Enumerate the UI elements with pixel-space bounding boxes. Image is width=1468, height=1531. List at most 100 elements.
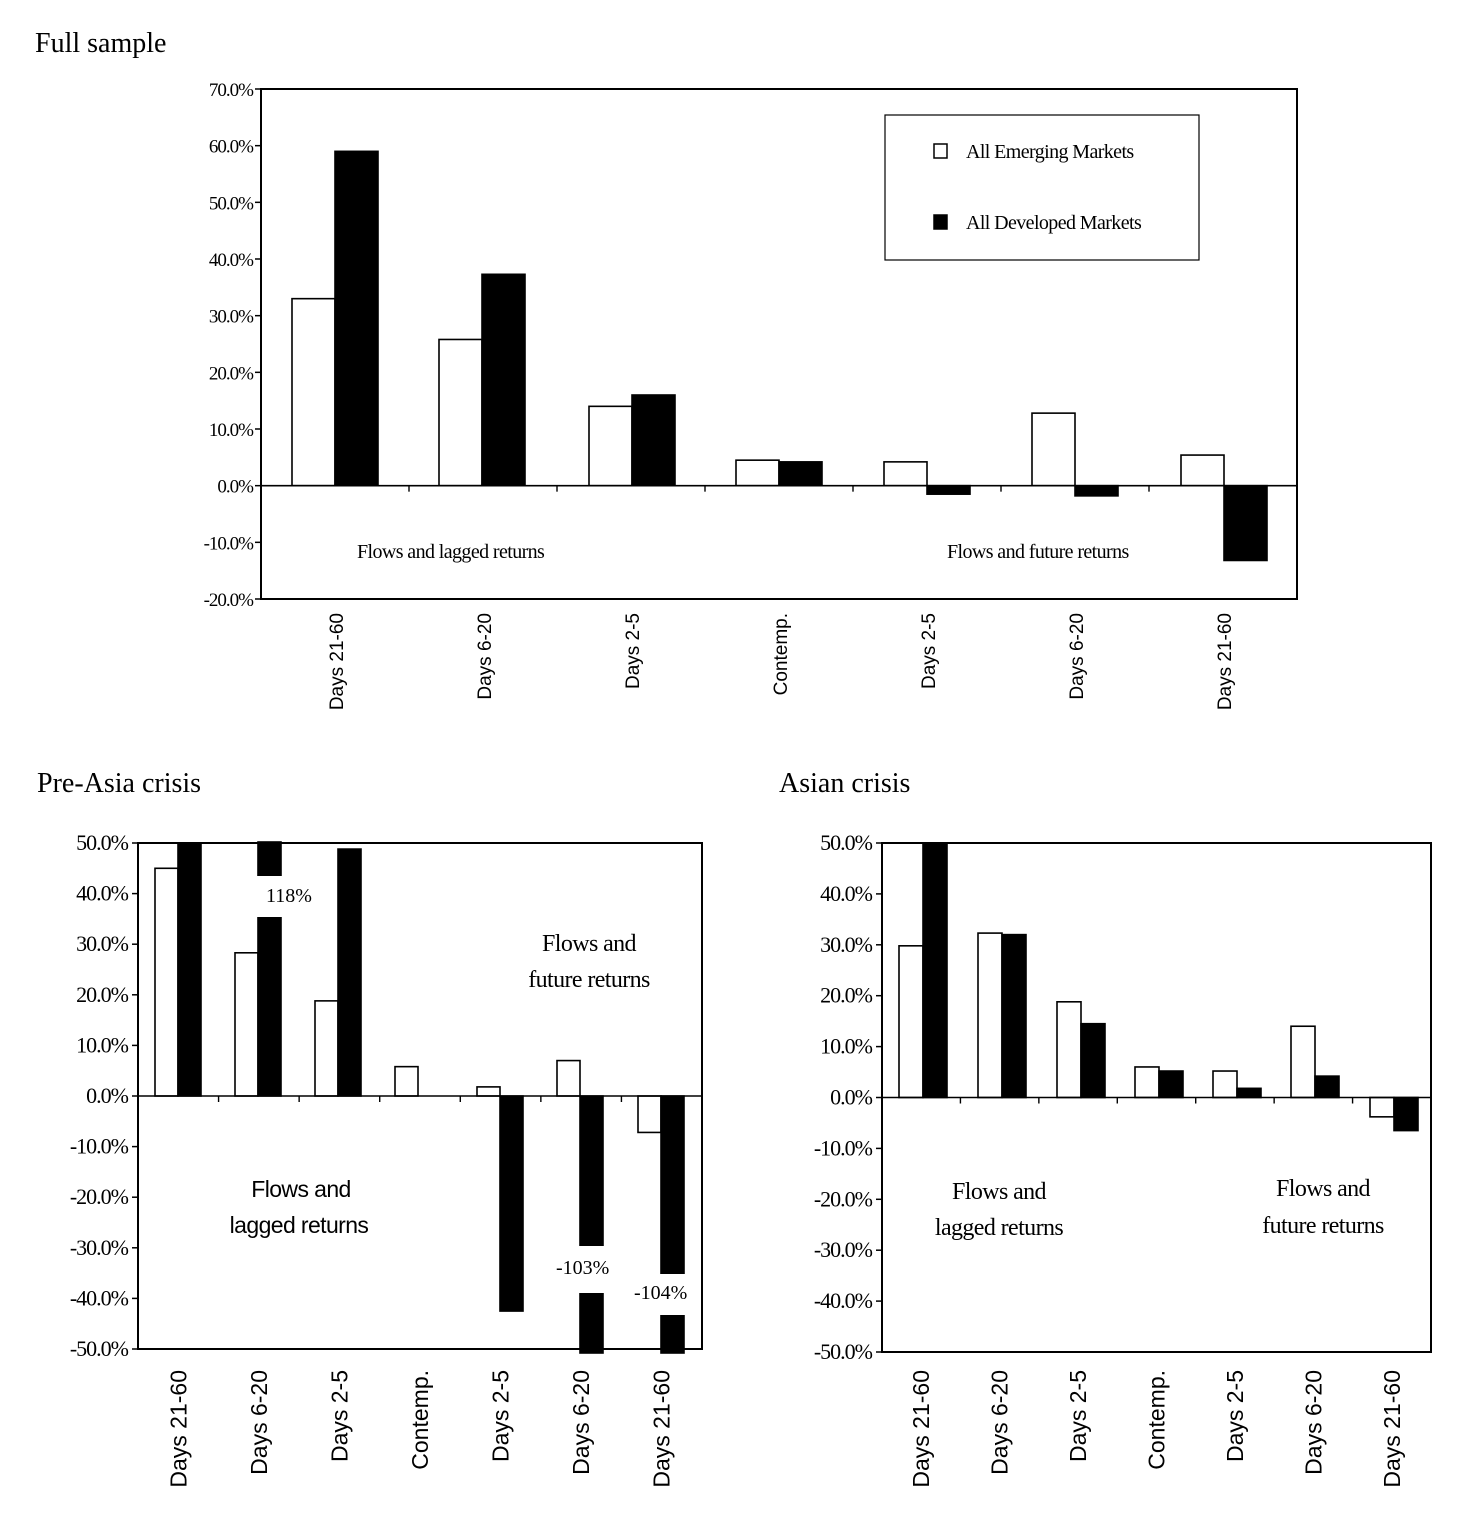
bar-developed [631,394,676,487]
category-label: Contemp. [407,1370,433,1470]
y-tick-label: 0.0% [86,1083,129,1108]
bar-emerging [438,338,483,487]
y-tick-label: -40.0% [814,1288,873,1313]
full-sample-categories: Days 21-60 Days 6-20 Days 2-5 Contemp. Days … [327,613,1236,710]
pre-asia-y-axis: -50.0% -40.0% -30.0% -20.0% -10.0% 0.0% 10.0% 2… [70,830,138,1361]
asian-crisis-y-axis: -50.0% -40.0% -30.0% -20.0% -10.0% 0.0% 10.0% 2… [814,830,882,1364]
bar-emerging [556,1059,581,1097]
y-tick-label: 30.0% [76,931,129,956]
y-tick-label: 20.0% [820,983,873,1008]
bar-developed [1074,484,1119,497]
annotation-future-returns: future returns [1262,1213,1384,1239]
y-tick-label: -50.0% [814,1339,873,1364]
category-label: Contemp. [771,613,792,695]
bar-developed [1001,933,1027,1099]
bar-emerging [1180,454,1225,487]
annotation-flows-and-lagged: Flows and [952,1179,1047,1205]
bar-emerging [977,932,1003,1099]
asian-crisis-categories: Days 21-60 Days 6-20 Days 2-5 Contemp. Days … [908,1370,1405,1488]
y-tick-label: 40.0% [76,881,129,906]
bar-developed [481,273,526,487]
pre-asia-overflow-markers: 118% -103% -104% [256,876,689,1315]
category-label: Days 21-60 [1215,613,1236,710]
y-tick-label: 30.0% [820,932,873,957]
y-tick-label: 60.0% [209,137,254,158]
bar-emerging [588,405,633,487]
full-sample-bars [291,150,1268,562]
legend-swatch-developed [933,214,948,230]
full-sample-title: Full sample [35,28,166,59]
bar-developed [922,842,948,1099]
overflow-label-118: 118% [266,885,312,907]
bar-emerging [1290,1025,1316,1099]
y-tick-label: 20.0% [76,982,129,1007]
asian-crisis-bars [898,842,1419,1132]
bar-developed [499,1095,524,1312]
category-label: Days 6-20 [568,1370,594,1475]
category-label: Days 21-60 [327,613,348,710]
bar-developed [778,461,823,487]
bar-emerging [394,1065,419,1097]
bar-developed [1393,1096,1419,1132]
legend-label-developed: All Developed Markets [966,212,1142,234]
annotation-flows-future: Flows and future returns [947,541,1129,563]
y-tick-label: 10.0% [820,1034,873,1059]
annotation-flows-lagged: Flows and lagged returns [357,541,545,563]
full-sample-plot-frame [260,88,1298,600]
y-tick-label: -10.0% [814,1135,873,1160]
asian-crisis-chart: Asian crisis -50.0% -40.0% -30.0% -20.0% -10… [779,768,1432,1488]
annotation-flows-and-future: Flows and [542,931,637,957]
annotation-flows-and-future: Flows and [1276,1176,1371,1202]
category-label: Days 2-5 [623,613,644,689]
category-label: Days 2-5 [919,613,940,689]
full-sample-y-axis: -20.0% -10.0% 0.0% 10.0% 20.0% 30.0% 40.0% 50.0… [204,80,261,611]
bar-developed [579,1095,604,1354]
break-gap-days-6-20-lagged [256,876,284,917]
y-tick-label: 0.0% [217,477,254,498]
category-label: Days 6-20 [246,1370,272,1475]
bar-emerging [883,461,928,487]
bar-emerging [1031,412,1076,487]
category-label: Days 2-5 [1222,1370,1248,1462]
category-label: Days 2-5 [1065,1370,1091,1462]
legend-label-emerging: All Emerging Markets [966,141,1134,163]
bar-emerging [154,867,179,1097]
break-gap-days-6-20-future [578,1246,608,1293]
overflow-label-neg103: -103% [556,1257,609,1279]
bar-developed [177,842,202,1097]
asian-crisis-title: Asian crisis [779,768,910,799]
bar-emerging [314,1000,339,1097]
bar-developed [334,150,379,487]
annotation-lagged-returns: lagged returns [230,1212,369,1238]
bar-emerging [291,297,336,487]
y-tick-label: 40.0% [209,250,254,271]
pre-asia-x-axis [138,1095,702,1102]
bar-emerging [637,1095,662,1134]
y-tick-label: -30.0% [70,1235,129,1260]
pre-asia-crisis-chart: Pre-Asia crisis -50.0% -40.0% -30.0% -20.0%… [37,768,703,1488]
category-label: Days 2-5 [488,1370,514,1462]
annotation-flows-and-lagged: Flows and [251,1176,350,1202]
annotation-future-returns: future returns [528,967,650,993]
y-tick-label: 10.0% [209,420,254,441]
category-label: Days 21-60 [1379,1370,1405,1488]
annotation-lagged-returns: lagged returns [935,1215,1063,1241]
category-label: Days 2-5 [326,1370,352,1462]
y-tick-label: -20.0% [70,1184,129,1209]
bar-emerging [1212,1070,1238,1099]
category-label: Days 21-60 [165,1370,191,1488]
y-tick-label: -10.0% [204,533,255,554]
y-tick-label: 10.0% [76,1032,129,1057]
full-sample-legend: All Emerging Markets All Developed Marke… [884,114,1200,261]
category-label: Contemp. [1144,1370,1170,1470]
y-tick-label: -20.0% [814,1186,873,1211]
break-gap-days-21-60-future [659,1274,689,1315]
full-sample-chart: Full sample -20.0% -10.0% 0.0% 10.0% 20.0% 30… [35,28,1298,710]
bar-developed [337,848,362,1097]
bar-developed [1158,1070,1184,1099]
y-tick-label: 70.0% [209,80,254,101]
bar-emerging [898,945,924,1099]
y-tick-label: -30.0% [814,1237,873,1262]
pre-asia-crisis-title: Pre-Asia crisis [37,768,201,799]
overflow-label-neg104: -104% [634,1282,687,1304]
